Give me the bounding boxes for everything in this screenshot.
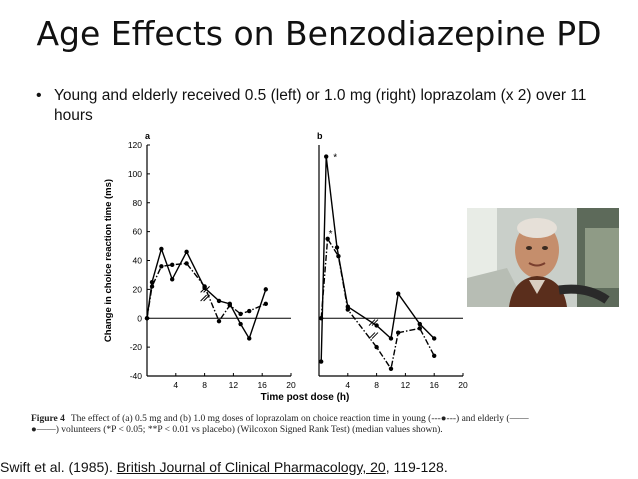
elderly-data-point <box>417 321 422 327</box>
young-data-point <box>227 303 232 308</box>
elderly-data-point <box>247 336 252 341</box>
break-mark <box>371 332 379 339</box>
young-data-point <box>216 318 222 324</box>
elderly-data-point <box>318 359 324 364</box>
elderly-data-point <box>184 249 189 255</box>
young-data-point <box>247 308 252 314</box>
young-data-point <box>417 326 422 331</box>
elderly-data-point <box>159 246 164 252</box>
y-tick-label: 0 <box>137 313 142 323</box>
x-tick-label: 12 <box>401 380 411 390</box>
young-data-point <box>184 261 189 266</box>
citation-pages: , 119-128. <box>385 459 448 475</box>
significance-marker: * <box>333 153 337 164</box>
break-mark <box>200 294 207 302</box>
young-data-point <box>374 344 379 350</box>
break-mark <box>368 319 376 326</box>
young-data-point <box>238 311 243 317</box>
caption-label: Figure 4 <box>31 414 65 424</box>
panel-label: a <box>145 131 151 141</box>
elderly-data-point <box>388 336 394 341</box>
elderly-data-point <box>263 287 268 292</box>
elderly-series-line <box>320 156 435 362</box>
young-data-point <box>388 366 394 371</box>
x-tick-label: 20 <box>458 380 468 390</box>
elderly-data-point <box>238 321 243 327</box>
y-tick-label: 120 <box>128 140 142 150</box>
x-tick-label: 4 <box>173 380 178 390</box>
y-tick-label: -40 <box>130 371 143 381</box>
elderly-man-photo <box>467 208 619 307</box>
young-data-point <box>144 316 150 321</box>
x-axis-label: Time post dose (h) <box>261 392 350 403</box>
figure-caption: Figure 4 The effect of (a) 0.5 mg and (b)… <box>31 414 531 436</box>
young-data-point <box>159 264 164 269</box>
elderly-data-point <box>432 336 437 341</box>
young-data-point <box>263 301 268 307</box>
citation-journal-link[interactable]: British Journal of Clinical Pharmacology… <box>116 459 386 475</box>
young-data-point <box>325 236 330 242</box>
citation-authors: Swift et al. (1985). <box>0 459 117 475</box>
x-tick-label: 8 <box>202 380 207 390</box>
x-tick-label: 16 <box>429 380 439 390</box>
break-mark <box>203 286 210 293</box>
y-tick-label: -20 <box>130 342 143 352</box>
y-tick-label: 40 <box>133 256 143 266</box>
reaction-time-figure: a 4 8 12 16 20 -40 -20 0 20 40 60 80 100 120 b 4 8 12 16 20 *… <box>103 131 468 403</box>
x-tick-label: 16 <box>257 380 267 390</box>
elderly-series-line <box>146 246 267 341</box>
elderly-data-point <box>374 323 379 328</box>
break-mark <box>371 319 379 326</box>
x-tick-label: 20 <box>286 380 296 390</box>
slide-title: Age Effects on Benzodiazepine PD <box>36 14 602 53</box>
significance-marker: * <box>329 229 333 240</box>
young-series-line <box>320 236 435 371</box>
elderly-data-point <box>324 154 329 159</box>
bullet-item: • Young and elderly received 0.5 (left) … <box>36 86 616 126</box>
young-data-point <box>345 307 350 312</box>
y-tick-label: 80 <box>133 198 143 208</box>
panel-label: b <box>317 131 323 141</box>
break-mark <box>368 332 376 339</box>
elderly-data-point <box>216 298 222 304</box>
young-data-point <box>170 262 175 268</box>
elderly-data-point <box>334 245 340 250</box>
x-tick-label: 4 <box>345 380 350 390</box>
young-data-point <box>149 284 155 289</box>
y-tick-label: 60 <box>133 227 143 237</box>
y-axis-label: Change in choice reaction time (ms) <box>103 179 114 342</box>
young-data-point <box>396 330 401 335</box>
young-data-point <box>318 316 324 321</box>
break-mark <box>200 286 207 293</box>
citation: Swift et al. (1985). British Journal of … <box>0 458 638 476</box>
y-tick-label: 20 <box>133 284 143 294</box>
bullet-dot-icon: • <box>36 87 42 104</box>
elderly-data-point <box>396 291 401 296</box>
x-tick-label: 12 <box>229 380 239 390</box>
x-tick-label: 8 <box>374 380 379 390</box>
young-data-point <box>336 253 341 259</box>
y-tick-label: 100 <box>128 169 142 179</box>
young-data-point <box>432 353 437 358</box>
elderly-data-point <box>170 277 175 282</box>
caption-text: The effect of (a) 0.5 mg and (b) 1.0 mg … <box>31 414 529 435</box>
bullet-text: Young and elderly received 0.5 (left) or… <box>54 87 587 124</box>
break-mark <box>203 294 210 302</box>
